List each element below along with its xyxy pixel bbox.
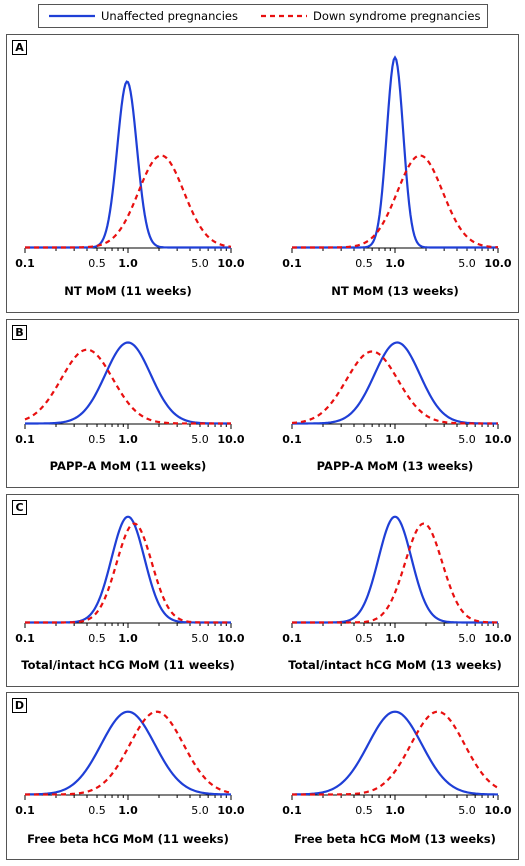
panel-a: A 0.1 0.5 1.0 5.0 10.0 NT MoM (11 weeks) 0.1 0.… [6,34,519,313]
down-syndrome-curve [292,522,499,624]
legend-label-down: Down syndrome pregnancies [313,9,481,23]
legend: Unaffected pregnancies Down syndrome pre… [38,4,488,28]
subplot-d-1: 0.1 0.5 1.0 5.0 10.0 Free beta hCG MoM (11 we… [15,710,245,846]
panel-c-plots: 0.1 0.5 1.0 5.0 10.0 Total/intact hCG MoM (11… [15,515,512,672]
unaffected-curve [292,55,498,249]
x-axis-label: Free beta hCG MoM (11 weeks) [27,832,229,846]
x-tick-label: 0.1 [282,632,302,645]
x-tick-label: 0.5 [355,257,373,270]
unaffected-curve [25,515,231,624]
x-tick-label: 0.5 [88,257,106,270]
x-tick-label: 0.1 [15,804,35,817]
x-tick-label: 10.0 [484,257,511,270]
down-syndrome-curve [292,154,499,249]
x-tick-label: 5.0 [191,257,209,270]
unaffected-curve [292,341,499,425]
x-tick-label: 0.1 [15,257,35,270]
x-tick-label: 5.0 [458,804,476,817]
x-axis-label: NT MoM (13 weeks) [331,284,459,298]
x-tick-label: 1.0 [385,257,405,270]
subplot-a-1: 0.1 0.5 1.0 5.0 10.0 NT MoM (11 weeks) [15,80,245,298]
x-tick-label: 10.0 [217,632,244,645]
x-tick-label: 0.5 [355,433,373,446]
x-tick-label: 10.0 [217,433,244,446]
x-tick-label: 0.1 [282,804,302,817]
subplot-c-2: 0.1 0.5 1.0 5.0 10.0 Total/intact hCG MoM (13… [282,515,512,672]
panel-letter: B [12,325,27,340]
x-tick-label: 5.0 [458,257,476,270]
panel-letter: C [12,500,27,515]
unaffected-curve [25,80,231,249]
x-axis-label: Free beta hCG MoM (13 weeks) [294,832,496,846]
x-tick-label: 10.0 [484,804,511,817]
x-tick-label: 0.5 [355,804,373,817]
unaffected-curve [292,515,498,624]
down-syndrome-curve [25,710,232,796]
x-tick-label: 1.0 [385,632,405,645]
x-tick-label: 5.0 [191,632,209,645]
x-tick-label: 0.5 [88,804,106,817]
subplot-b-1: 0.1 0.5 1.0 5.0 10.0 PAPP-A MoM (11 weeks) [15,341,245,473]
panel-a-plots: 0.1 0.5 1.0 5.0 10.0 NT MoM (11 weeks) 0.1 0.5 1… [15,55,512,298]
panel-letter: D [12,698,27,713]
unaffected-curve [25,341,231,425]
down-syndrome-curve [292,710,499,796]
x-tick-label: 0.1 [15,433,35,446]
x-tick-label: 0.1 [282,433,302,446]
panel-d: D 0.1 0.5 1.0 5.0 10.0 Free beta hCG MoM (11 … [6,692,519,860]
solid-line-swatch [49,14,95,18]
x-axis-label: PAPP-A MoM (11 weeks) [50,459,207,473]
x-tick-label: 1.0 [118,257,138,270]
x-tick-label: 5.0 [458,433,476,446]
x-tick-label: 0.5 [355,632,373,645]
x-tick-label: 10.0 [484,632,511,645]
x-tick-label: 5.0 [458,632,476,645]
subplot-d-2: 0.1 0.5 1.0 5.0 10.0 Free beta hCG MoM (13 we… [282,710,512,846]
down-syndrome-curve [25,154,232,249]
panel-d-plots: 0.1 0.5 1.0 5.0 10.0 Free beta hCG MoM (11 we… [15,710,512,846]
dashed-line-swatch [261,14,307,18]
x-axis-label: Total/intact hCG MoM (11 weeks) [21,658,234,672]
legend-label-unaffected: Unaffected pregnancies [101,9,238,23]
legend-item-unaffected: Unaffected pregnancies [49,5,238,27]
x-tick-label: 1.0 [118,804,138,817]
panel-c: C 0.1 0.5 1.0 5.0 10.0 Total/intact hCG MoM (… [6,494,519,687]
x-tick-label: 0.5 [88,433,106,446]
x-tick-label: 1.0 [385,804,405,817]
x-tick-label: 10.0 [217,257,244,270]
x-axis-label: PAPP-A MoM (13 weeks) [317,459,474,473]
x-tick-label: 1.0 [118,632,138,645]
x-tick-label: 0.1 [15,632,35,645]
x-tick-label: 5.0 [191,433,209,446]
x-tick-label: 10.0 [217,804,244,817]
x-tick-label: 0.1 [282,257,302,270]
subplot-c-1: 0.1 0.5 1.0 5.0 10.0 Total/intact hCG MoM (11… [15,515,245,672]
unaffected-curve [24,710,232,796]
x-tick-label: 5.0 [191,804,209,817]
down-syndrome-curve [25,522,231,624]
x-axis-label: NT MoM (11 weeks) [64,284,192,298]
down-syndrome-curve [291,350,498,425]
x-axis-label: Total/intact hCG MoM (13 weeks) [288,658,501,672]
panel-b: B 0.1 0.5 1.0 5.0 10.0 PAPP-A MoM (11 weeks) 0… [6,319,519,488]
unaffected-curve [291,710,499,796]
x-tick-label: 1.0 [385,433,405,446]
legend-item-down: Down syndrome pregnancies [261,5,480,27]
panel-letter: A [12,40,27,55]
x-tick-label: 1.0 [118,433,138,446]
subplot-a-2: 0.1 0.5 1.0 5.0 10.0 NT MoM (13 weeks) [282,55,512,298]
x-tick-label: 10.0 [484,433,511,446]
x-tick-label: 0.5 [88,632,106,645]
subplot-b-2: 0.1 0.5 1.0 5.0 10.0 PAPP-A MoM (13 weeks) [282,341,512,473]
down-syndrome-curve [24,348,231,425]
